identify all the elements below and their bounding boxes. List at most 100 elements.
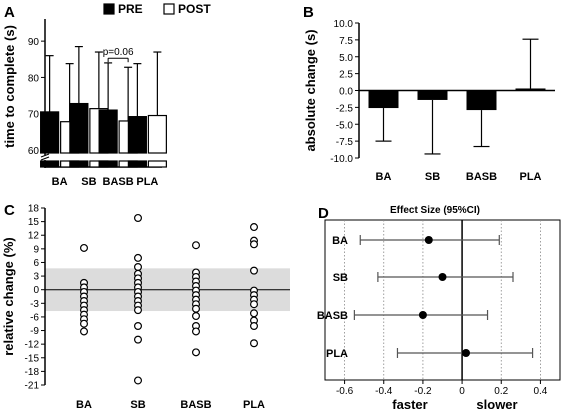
data-point (192, 304, 201, 313)
category-label: BA (332, 235, 348, 247)
category-label: PLA (326, 348, 348, 360)
data-point (192, 348, 201, 357)
panel-letter-b: B (303, 4, 314, 21)
y-tick-label: -15 (25, 353, 40, 364)
data-point (250, 300, 259, 309)
panel-b: B -10.0 -7.5 -5.0 -2.5 0.0 2.5 5.0 7.5 10.0 absolu… (303, 4, 555, 183)
data-point (134, 322, 143, 331)
y-tick-label: 10.0 (334, 19, 354, 30)
panel-letter-c: C (4, 202, 15, 219)
category-label: PLA (136, 176, 158, 188)
p-value-annotation: p=0.06 (103, 47, 134, 58)
y-tick-label: 0.0 (339, 87, 353, 98)
x-tick-label: -0.4 (375, 386, 393, 397)
y-tick-label: -10.0 (330, 154, 353, 165)
category-label: BASB (317, 310, 348, 322)
data-point (134, 335, 143, 344)
y-tick-label: 80 (28, 73, 40, 84)
y-tick-label: -12 (25, 340, 40, 351)
panel-letter-a: A (4, 4, 15, 21)
y-tick-label: -18 (25, 367, 40, 378)
axis-break-mark (40, 156, 50, 161)
y-tick-label: -6 (30, 312, 39, 323)
x-label-faster: faster (392, 397, 427, 412)
data-point (79, 243, 88, 252)
legend-label-post: POST (178, 2, 211, 16)
legend-swatch-pre (103, 3, 115, 15)
legend-label-pre: PRE (118, 2, 143, 16)
category-label: SB (333, 272, 348, 284)
y-tick-label: 5.0 (339, 53, 353, 64)
y-axis-label: time to complete (s) (2, 25, 17, 148)
data-point (79, 319, 88, 328)
y-tick-label: 90 (28, 37, 40, 48)
category-label: PLA (520, 171, 542, 183)
y-tick-label: -21 (25, 381, 40, 392)
data-point (250, 309, 259, 318)
bar-stub-pre (69, 160, 89, 168)
x-label-slower: slower (476, 397, 517, 412)
y-tick-label: -3 (30, 299, 39, 310)
y-tick-label: -2.5 (336, 103, 354, 114)
category-label: SB (425, 171, 440, 183)
legend-swatch-post (163, 3, 175, 15)
data-point (134, 376, 143, 385)
category-label: SB (81, 176, 96, 188)
x-tick-label: 0.2 (494, 386, 508, 397)
y-tick-label: 7.5 (339, 36, 353, 47)
chart-title: Effect Size (95%CI) (390, 205, 480, 216)
y-tick-label: 0 (33, 285, 39, 296)
category-label: BASB (466, 171, 497, 183)
effect-estimate (418, 311, 427, 319)
bar-stub-post (147, 160, 167, 168)
data-point (250, 223, 259, 232)
bar-pre (98, 109, 118, 154)
bar (466, 90, 497, 111)
y-tick-label: -5.0 (336, 120, 354, 131)
y-tick-label: -9 (30, 326, 39, 337)
y-tick-label: 70 (28, 110, 40, 121)
y-tick-label: 3 (33, 272, 39, 283)
bar-stub-pre (98, 160, 118, 168)
data-point (250, 240, 259, 249)
bar (515, 88, 546, 91)
bar-post (147, 114, 167, 154)
bar-stub-pre (40, 160, 60, 168)
y-tick-label: 2.5 (339, 70, 353, 81)
y-tick-label: 6 (33, 258, 39, 269)
panel-d: D Effect Size (95%CI) -0.6 -0.4 -0.2 0 0.2 0.4 B… (317, 205, 561, 412)
y-tick-label: 9 (33, 244, 39, 255)
plot-frame (324, 219, 561, 381)
panel-letter-d: D (318, 205, 329, 222)
x-tick-label: 0.4 (533, 386, 547, 397)
x-tick-label: 0 (459, 386, 465, 397)
category-label: BA (76, 399, 92, 411)
y-tick-label: 12 (28, 231, 40, 242)
x-tick-label: -0.6 (336, 386, 354, 397)
x-tick-label: -0.2 (414, 386, 432, 397)
data-point (250, 322, 259, 331)
bar (417, 90, 448, 100)
category-label: BASB (103, 176, 134, 188)
y-tick-label: 15 (28, 217, 40, 228)
category-label: SB (130, 399, 145, 411)
y-axis-label: absolute change (s) (303, 29, 318, 151)
data-point (192, 327, 201, 336)
data-point (250, 339, 259, 348)
panel-c: C -21 -18 -15 -12 -9 -6 -3 0 3 6 9 12 15 18 relative ch… (1, 202, 290, 411)
category-label: BA (376, 171, 392, 183)
y-tick-label: 18 (28, 204, 40, 215)
bar-pre (127, 116, 147, 154)
data-point (192, 241, 201, 250)
y-tick-label: 60 (28, 146, 40, 157)
y-axis-label: relative change (%) (1, 237, 16, 356)
data-point (134, 306, 143, 315)
bar-stub-pre (127, 160, 147, 168)
data-point (134, 213, 143, 222)
category-label: BASB (180, 399, 211, 411)
data-point (79, 327, 88, 336)
effect-estimate (438, 273, 447, 281)
category-label: BA (52, 176, 68, 188)
